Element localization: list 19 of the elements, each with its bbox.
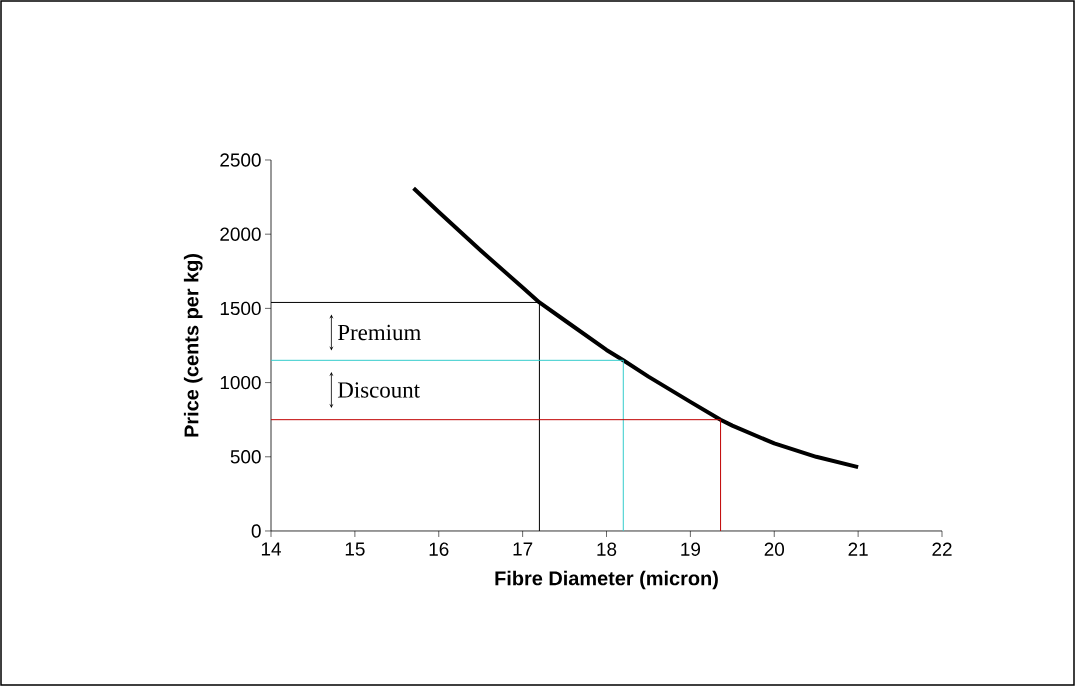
x-tick-label: 20: [764, 542, 785, 556]
y-tick-label: 2500: [220, 153, 261, 167]
y-tick-label: 2000: [220, 227, 261, 241]
y-tick-label: 0: [251, 524, 261, 538]
x-axis-title: Fibre Diameter (micron): [495, 570, 718, 590]
x-tick-label: 18: [597, 542, 617, 556]
x-tick-label: 15: [345, 542, 365, 556]
x-tick-label: 14: [261, 542, 281, 556]
annotation: Premium: [337, 324, 421, 341]
y-tick-label: 1500: [220, 301, 261, 316]
x-tick-label: 19: [681, 542, 701, 556]
y-axis-title: Price (cents per kg): [183, 254, 203, 437]
x-tick-label: 16: [429, 542, 449, 556]
y-tick-label: 500: [230, 450, 261, 464]
annotation: Discount: [337, 382, 420, 398]
x-tick-label: 17: [513, 542, 533, 556]
x-tick-label: 21: [848, 542, 868, 556]
x-tick-label: 22: [932, 542, 952, 556]
y-tick-label: 1000: [220, 375, 261, 390]
